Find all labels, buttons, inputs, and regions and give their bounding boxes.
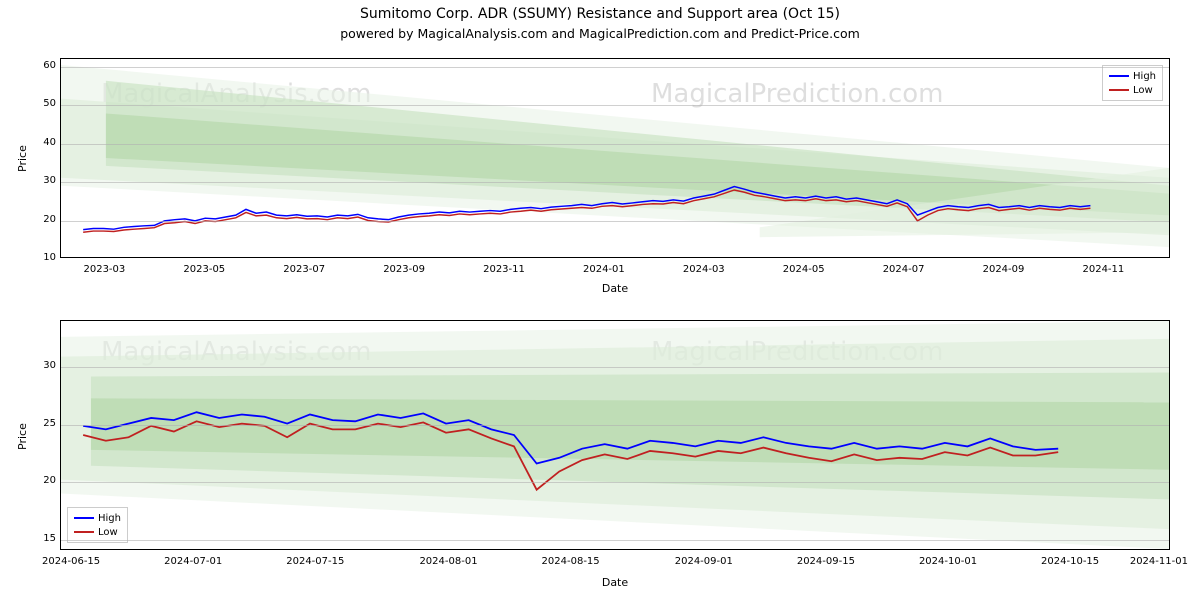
xtick-label: 2024-11-01 <box>1119 556 1199 567</box>
legend-lower: High Low <box>67 507 128 543</box>
xtick-mark <box>1158 549 1159 550</box>
xtick-label: 2024-07-01 <box>153 556 233 567</box>
xtick-label: 2024-09 <box>964 264 1044 275</box>
xtick-mark <box>803 257 804 258</box>
legend-label-low: Low <box>98 527 118 538</box>
xtick-mark <box>1003 257 1004 258</box>
xtick-mark <box>571 549 572 550</box>
xtick-mark <box>826 549 827 550</box>
ytick-label: 40 <box>16 137 56 148</box>
gridline <box>61 367 1169 368</box>
xaxis-label-top: Date <box>565 282 665 295</box>
ytick-label: 60 <box>16 60 56 71</box>
xtick-label: 2024-09-01 <box>664 556 744 567</box>
xtick-mark <box>604 257 605 258</box>
chart-subtitle: powered by MagicalAnalysis.com and Magic… <box>0 26 1200 41</box>
xtick-mark <box>704 549 705 550</box>
xtick-mark <box>1069 549 1070 550</box>
legend-label-high: High <box>1133 71 1156 82</box>
ytick-label: 15 <box>16 533 56 544</box>
yaxis-label-top: Price <box>16 145 29 172</box>
xtick-label: 2024-05 <box>764 264 844 275</box>
ytick-label: 20 <box>16 475 56 486</box>
xtick-mark <box>504 257 505 258</box>
xtick-mark <box>1103 257 1104 258</box>
xtick-label: 2023-09 <box>364 264 444 275</box>
xtick-label: 2024-10-01 <box>908 556 988 567</box>
xtick-mark <box>404 257 405 258</box>
ytick-label: 25 <box>16 418 56 429</box>
ytick-label: 30 <box>16 360 56 371</box>
title-block: Sumitomo Corp. ADR (SSUMY) Resistance an… <box>0 0 1200 41</box>
legend-label-low: Low <box>1133 85 1153 96</box>
xtick-mark <box>105 257 106 258</box>
xaxis-label-bottom: Date <box>565 576 665 589</box>
xtick-label: 2023-11 <box>464 264 544 275</box>
ytick-label: 20 <box>16 214 56 225</box>
xtick-mark <box>205 257 206 258</box>
legend-swatch-high <box>74 517 94 519</box>
gridline <box>61 425 1169 426</box>
upper-chart-svg <box>61 59 1169 257</box>
xtick-label: 2024-09-15 <box>786 556 866 567</box>
xtick-label: 2023-03 <box>64 264 144 275</box>
gridline <box>61 221 1169 222</box>
gridline <box>61 105 1169 106</box>
legend-row-low: Low <box>1109 83 1156 97</box>
gridline <box>61 67 1169 68</box>
gridline <box>61 540 1169 541</box>
ytick-label: 10 <box>16 252 56 263</box>
legend-label-high: High <box>98 513 121 524</box>
xtick-label: 2023-05 <box>164 264 244 275</box>
xtick-label: 2024-08-01 <box>409 556 489 567</box>
legend-row-low: Low <box>74 525 121 539</box>
gridline <box>61 182 1169 183</box>
xtick-label: 2024-11 <box>1063 264 1143 275</box>
xtick-mark <box>305 257 306 258</box>
legend-swatch-low <box>74 531 94 533</box>
ytick-label: 50 <box>16 98 56 109</box>
lower-chart-svg <box>61 321 1169 549</box>
legend-row-high: High <box>74 511 121 525</box>
legend-upper: High Low <box>1102 65 1163 101</box>
page: Sumitomo Corp. ADR (SSUMY) Resistance an… <box>0 0 1200 600</box>
gridline <box>61 482 1169 483</box>
xtick-label: 2024-07 <box>864 264 944 275</box>
xtick-mark <box>72 549 73 550</box>
upper-chart: MagicalAnalysis.com MagicalPrediction.co… <box>60 58 1170 258</box>
xtick-label: 2024-03 <box>664 264 744 275</box>
gridline <box>61 144 1169 145</box>
xtick-mark <box>316 549 317 550</box>
legend-swatch-low <box>1109 89 1129 91</box>
legend-swatch-high <box>1109 75 1129 77</box>
xtick-mark <box>947 549 948 550</box>
lower-chart: MagicalAnalysis.com MagicalPrediction.co… <box>60 320 1170 550</box>
xtick-label: 2024-10-15 <box>1030 556 1110 567</box>
legend-row-high: High <box>1109 69 1156 83</box>
xtick-mark <box>194 549 195 550</box>
xtick-label: 2024-06-15 <box>31 556 111 567</box>
xtick-label: 2023-07 <box>264 264 344 275</box>
chart-title: Sumitomo Corp. ADR (SSUMY) Resistance an… <box>0 6 1200 22</box>
xtick-mark <box>903 257 904 258</box>
xtick-label: 2024-01 <box>564 264 644 275</box>
xtick-mark <box>704 257 705 258</box>
xtick-label: 2024-07-15 <box>275 556 355 567</box>
xtick-mark <box>449 549 450 550</box>
ytick-label: 30 <box>16 175 56 186</box>
xtick-label: 2024-08-15 <box>531 556 611 567</box>
